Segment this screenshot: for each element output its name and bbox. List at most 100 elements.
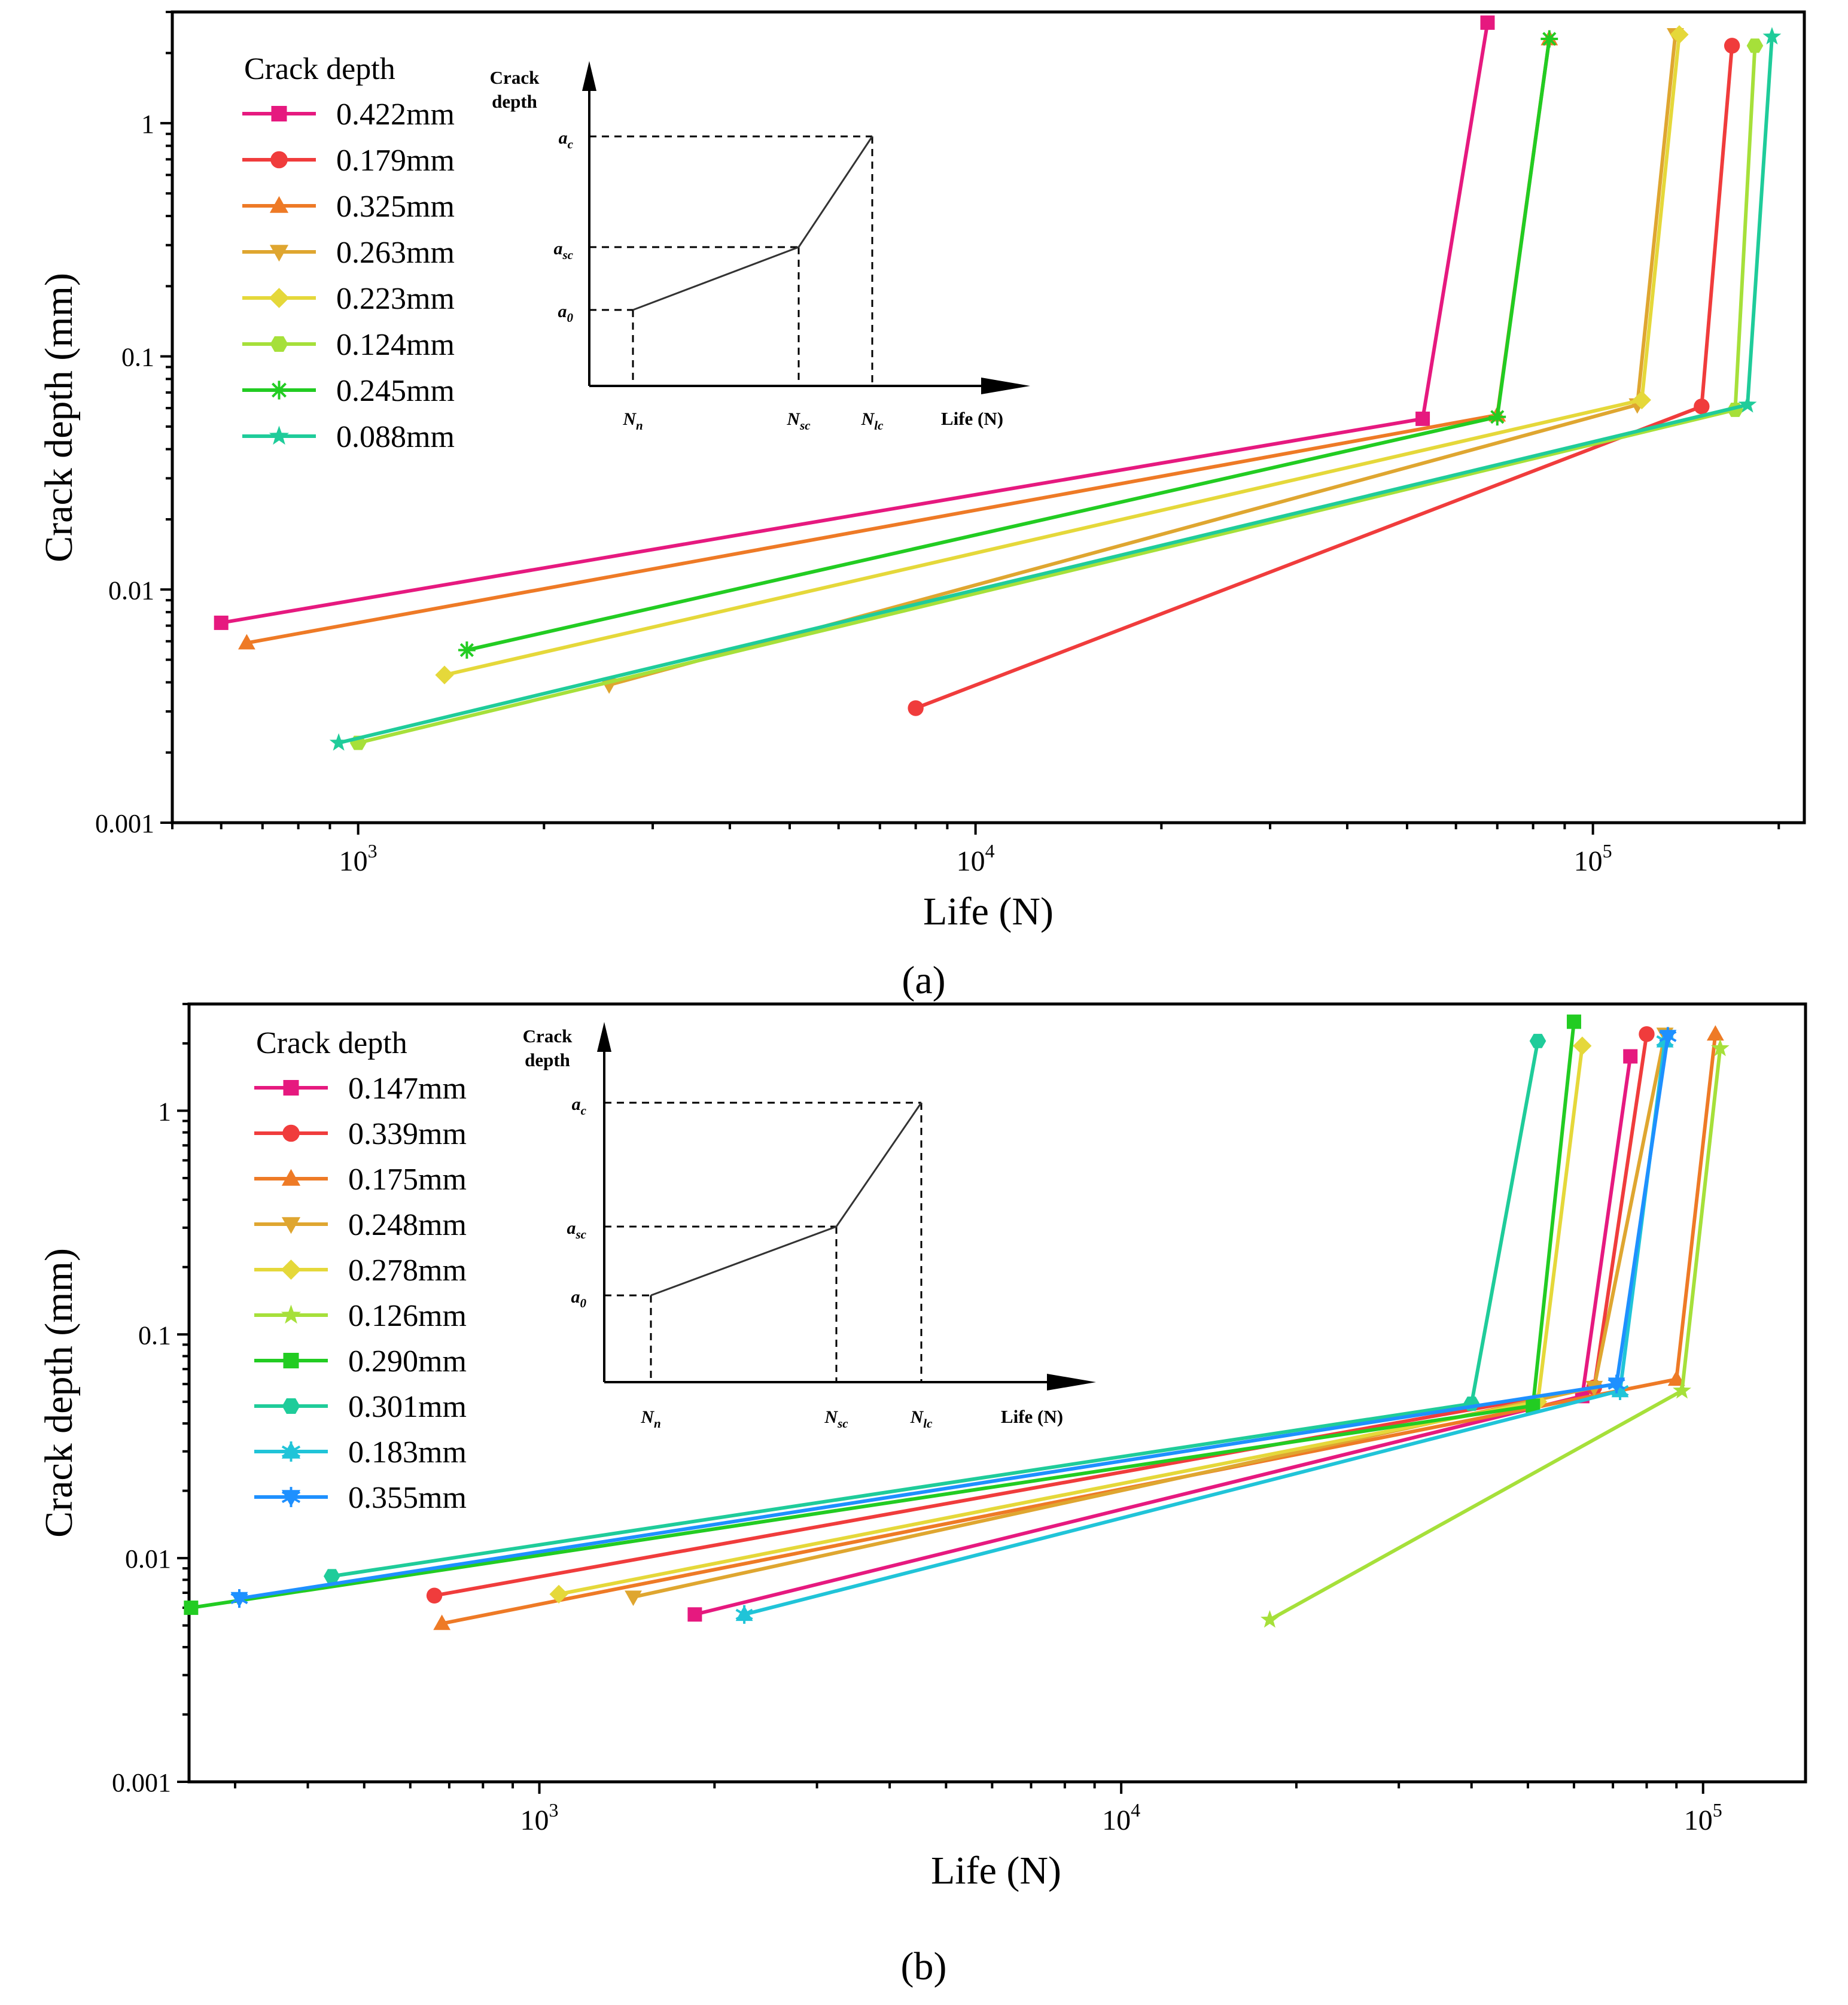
y-axis-label: Crack depth (mm) (37, 273, 81, 562)
inset-schematic: Crack depth ac asc a0 Nn Nsc Nlc Life (N… (523, 1022, 1096, 1431)
asterisk-marker (458, 641, 476, 659)
legend-entry: 0.355mm (254, 1481, 467, 1515)
series-line (694, 1056, 1633, 1617)
legend-entry: 0.223mm (242, 282, 455, 316)
series-line (744, 1040, 1667, 1617)
plot-frame (187, 1002, 1807, 1784)
legend-entry: 0.278mm (254, 1253, 467, 1288)
star-marker (1261, 1610, 1279, 1628)
square-marker (214, 615, 229, 630)
legend-entry: 0.179mm (242, 144, 455, 178)
legend-label: 0.290mm (348, 1344, 467, 1379)
series-line (466, 38, 1551, 652)
x-tick-label: 104 (1102, 1799, 1140, 1836)
circle-marker (1694, 398, 1710, 415)
inset-y-arrowhead (597, 1022, 611, 1052)
series-line (915, 45, 1734, 710)
triangle-down-marker (625, 1590, 642, 1607)
circle-marker (1724, 38, 1740, 54)
diamond-marker (435, 665, 454, 684)
legend-entry: 0.245mm (242, 374, 455, 408)
star-marker (269, 425, 290, 445)
inset-tick-n-sc: Nsc (786, 409, 811, 433)
asterisk-marker (269, 381, 289, 400)
legend-entry: 0.422mm (242, 98, 455, 132)
legend-entry: 0.088mm (242, 420, 455, 454)
hexagon-marker (282, 1398, 300, 1414)
series-line (444, 34, 1681, 677)
legend-title: Crack depth (244, 52, 395, 86)
star-marker (281, 1304, 302, 1324)
x-tick-label: 105 (1684, 1799, 1722, 1836)
hexagon-marker (1746, 38, 1764, 53)
y-tick-label: 0.001 (95, 809, 154, 838)
legend-label: 0.278mm (348, 1253, 467, 1288)
x-axis-label: Life (N) (923, 890, 1054, 933)
inset-y-label-line2: depth (492, 91, 537, 112)
asterisk-marker (1540, 30, 1558, 48)
inset-curve (650, 1102, 923, 1297)
series-0.422mm (214, 15, 1495, 630)
asterisk-marker (1488, 408, 1506, 426)
star-marker (1673, 1381, 1691, 1399)
diamond-marker (549, 1584, 568, 1604)
square-marker (687, 1607, 702, 1622)
x-tick-label: 105 (1574, 840, 1612, 877)
legend-entry: 0.147mm (254, 1072, 467, 1106)
inset-tick-n-n: Nn (640, 1407, 660, 1431)
axis-ticks: 103 104 105 0.001 0.01 0.1 1 (95, 11, 1780, 877)
triangle-up-x-marker-cross (281, 1441, 301, 1462)
legend-label: 0.422mm (336, 98, 455, 132)
legend-entry: 0.183mm (254, 1435, 467, 1469)
panel-a: 103 104 105 0.001 0.01 0.1 1 Life (N) Crack de… (37, 10, 1806, 1002)
triangle-down-x-marker-cross (281, 1487, 301, 1507)
inset-curve (632, 136, 873, 311)
legend: Crack depth 0.147mm 0.339mm 0.175mm 0.248mm… (254, 1026, 467, 1515)
star-marker (329, 733, 348, 751)
inset-x-label: Life (N) (941, 408, 1003, 429)
series-0.223mm (435, 25, 1689, 684)
diamond-marker (269, 288, 290, 308)
y-tick-label: 0.001 (112, 1768, 171, 1797)
series-group (214, 15, 1782, 751)
inset-tick-n-sc: Nsc (824, 1407, 848, 1431)
triangle-up-marker (1706, 1025, 1724, 1041)
legend-entry: 0.301mm (254, 1390, 467, 1424)
star-marker (1762, 27, 1782, 45)
y-axis-label: Crack depth (mm) (37, 1248, 81, 1538)
inset-tick-a-sc: asc (554, 239, 574, 262)
legend-label: 0.263mm (336, 236, 455, 270)
legend-entry: 0.325mm (242, 190, 455, 224)
triangle-up-marker (433, 1614, 451, 1630)
series-0.126mm (1261, 1038, 1730, 1628)
diamond-marker (1670, 25, 1689, 44)
legend-label: 0.223mm (336, 282, 455, 316)
panel-caption-b: (b) (901, 1945, 947, 1988)
hexagon-marker (270, 336, 288, 352)
legend-label: 0.325mm (336, 190, 455, 224)
series-line (558, 1045, 1584, 1596)
legend: Crack depth 0.422mm 0.179mm 0.325mm 0.263mm… (242, 52, 455, 454)
series-0.179mm (908, 38, 1740, 716)
hexagon-marker (323, 1569, 340, 1584)
legend-label: 0.175mm (348, 1163, 467, 1197)
legend-entry: 0.339mm (254, 1117, 467, 1151)
inset-x-label: Life (N) (1001, 1406, 1063, 1427)
legend-label: 0.124mm (336, 328, 455, 362)
y-tick-label: 1 (141, 109, 154, 139)
circle-marker (426, 1587, 443, 1604)
triangle-down-marker (281, 1217, 301, 1234)
inset-tick-a-c: ac (559, 128, 574, 151)
square-marker (1415, 411, 1430, 426)
square-marker (1480, 15, 1495, 30)
y-tick-label: 0.1 (121, 343, 154, 372)
series-0.245mm (458, 30, 1558, 659)
triangle-down-marker (269, 245, 289, 262)
inset-tick-a-0: a0 (558, 302, 574, 325)
square-marker (283, 1080, 299, 1096)
series-0.183mm (735, 1032, 1674, 1624)
inset-tick-n-n: Nn (622, 409, 643, 433)
legend-label: 0.301mm (348, 1390, 467, 1424)
axis-ticks: 103 104 105 0.001 0.01 0.1 1 (112, 1003, 1722, 1836)
triangle-up-marker (281, 1169, 301, 1186)
